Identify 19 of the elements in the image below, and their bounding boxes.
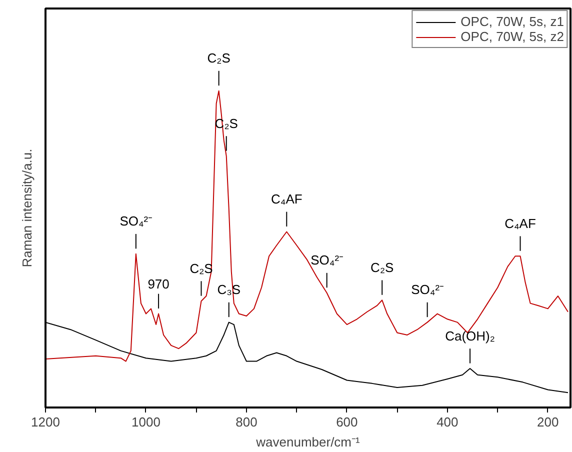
x-tick-label: 800	[236, 414, 258, 430]
annotation: C₄AF	[270, 192, 302, 207]
annotation: SO₄²⁻	[310, 252, 344, 268]
x-tick-label: 200	[537, 414, 559, 430]
annotation: C₄AF	[504, 216, 536, 231]
annotation: Ca(OH)₂	[445, 328, 495, 344]
annotation: C₂S	[207, 50, 231, 66]
x-axis-title: wavenumber/cm⁻¹	[255, 434, 361, 450]
x-tick-label: 600	[336, 414, 358, 430]
annotation: C₂S	[370, 260, 394, 275]
x-tick-label: 1200	[31, 414, 60, 430]
annotation: 970	[148, 276, 170, 292]
legend-label: OPC, 70W, 5s, z2	[460, 29, 564, 44]
legend-label: OPC, 70W, 5s, z1	[460, 14, 564, 29]
y-axis-title: Raman intensity/a.u.	[20, 148, 34, 268]
annotation: SO₄²⁻	[411, 282, 444, 298]
x-tick-label: 1000	[132, 414, 160, 430]
annotation: SO₄²⁻	[120, 214, 152, 229]
x-tick-label: 400	[436, 414, 458, 430]
